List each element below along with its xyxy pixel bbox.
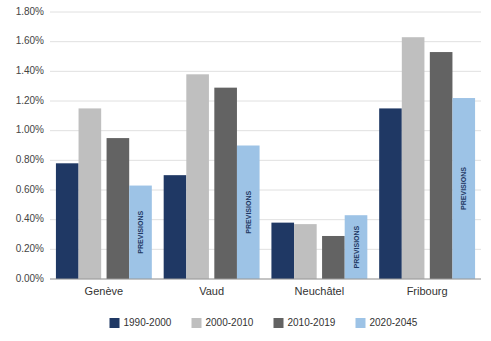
bar xyxy=(186,74,209,279)
bar xyxy=(402,37,425,279)
x-tick-label: Fribourg xyxy=(407,285,448,297)
bar xyxy=(237,146,260,280)
x-axis-line xyxy=(50,279,481,280)
annotations: PREVISIONS PREVISIONS PREVISIONS PREVISIONS xyxy=(137,167,467,269)
annotation: PREVISIONS xyxy=(353,225,360,268)
y-axis: 0.00% 0.20% 0.40% 0.60% 0.80% 1.00% 1.20% 1.40%… xyxy=(16,6,481,284)
y-tick-label: 0.40% xyxy=(16,213,44,224)
bar xyxy=(56,163,79,279)
x-tick-label: Vaud xyxy=(199,285,224,297)
bar xyxy=(164,175,187,279)
grid-line xyxy=(50,12,481,13)
legend: 1990-2000 2000-2010 2010-2019 2020-2045 xyxy=(110,317,418,328)
y-tick-label: 1.20% xyxy=(16,95,44,106)
chart: 0.00% 0.20% 0.40% 0.60% 0.80% 1.00% 1.20% 1.40%… xyxy=(0,0,491,341)
x-axis: Genève Vaud Neuchâtel Fribourg xyxy=(85,285,448,297)
bars xyxy=(56,37,475,279)
annotation: PREVISIONS xyxy=(137,211,144,254)
y-tick-label: 0.80% xyxy=(16,154,44,165)
y-tick-label: 1.60% xyxy=(16,35,44,46)
bar xyxy=(452,98,475,279)
y-tick-label: 0.60% xyxy=(16,184,44,195)
bar xyxy=(294,224,317,279)
y-tick-label: 0.00% xyxy=(16,273,44,284)
bar xyxy=(79,108,102,279)
legend-label: 2000-2010 xyxy=(206,317,254,328)
legend-label: 2020-2045 xyxy=(370,317,418,328)
annotation: PREVISIONS xyxy=(245,191,252,234)
bar xyxy=(430,52,453,279)
bar xyxy=(214,88,237,279)
bar xyxy=(129,186,152,279)
bar xyxy=(271,223,294,279)
chart-container: 0.00% 0.20% 0.40% 0.60% 0.80% 1.00% 1.20% 1.40%… xyxy=(0,0,491,341)
legend-swatch xyxy=(192,318,202,328)
x-tick-label: Neuchâtel xyxy=(295,285,345,297)
bar xyxy=(107,138,130,279)
legend-label: 1990-2000 xyxy=(124,317,172,328)
y-tick-label: 1.80% xyxy=(16,6,44,17)
x-tick-label: Genève xyxy=(85,285,124,297)
y-tick-label: 0.20% xyxy=(16,243,44,254)
bar xyxy=(345,215,368,279)
bar xyxy=(379,108,402,279)
legend-swatch xyxy=(274,318,284,328)
grid-line xyxy=(50,279,481,280)
legend-swatch xyxy=(356,318,366,328)
legend-label: 2010-2019 xyxy=(288,317,336,328)
annotation: PREVISIONS xyxy=(460,167,467,210)
bar xyxy=(322,236,345,279)
legend-swatch xyxy=(110,318,120,328)
y-tick-label: 1.00% xyxy=(16,124,44,135)
y-tick-label: 1.40% xyxy=(16,65,44,76)
